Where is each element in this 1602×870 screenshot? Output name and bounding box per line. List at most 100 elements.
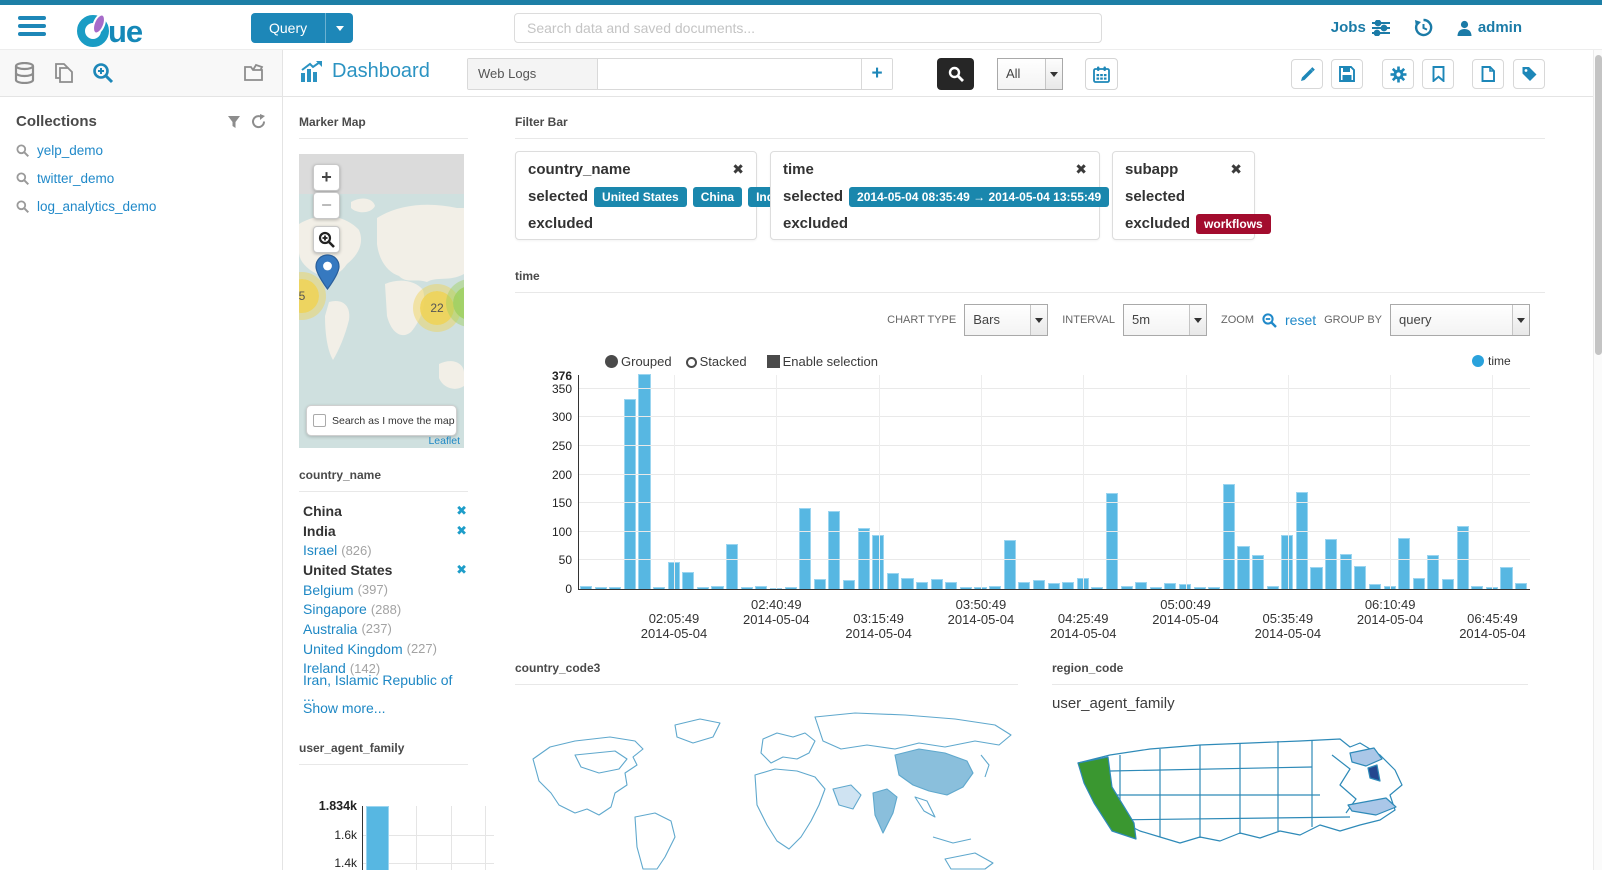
time-chart-bar[interactable] bbox=[740, 587, 753, 589]
time-chart-bar[interactable] bbox=[930, 579, 943, 589]
south-america-region[interactable] bbox=[634, 812, 676, 870]
time-chart-bar[interactable] bbox=[1310, 567, 1323, 589]
scope-select[interactable]: All bbox=[997, 58, 1063, 90]
zoom-reset-link[interactable]: reset bbox=[1285, 312, 1317, 328]
query-button-label[interactable]: Query bbox=[269, 20, 308, 36]
time-chart-bar[interactable] bbox=[1135, 581, 1148, 589]
new-document-button[interactable] bbox=[1472, 59, 1504, 89]
zoom-out-reset-icon[interactable] bbox=[1262, 312, 1277, 328]
world-choropleth-map[interactable] bbox=[515, 697, 1018, 870]
time-chart-bar[interactable] bbox=[784, 587, 797, 589]
time-chart-bar[interactable] bbox=[842, 580, 856, 589]
facet-remove-icon[interactable]: ✖ bbox=[456, 502, 467, 518]
map-cluster-main[interactable]: 22 bbox=[420, 291, 454, 325]
time-chart-bar[interactable] bbox=[1427, 554, 1440, 589]
facet-value-link[interactable]: Singapore bbox=[303, 601, 367, 618]
russia-region[interactable] bbox=[814, 712, 1012, 750]
time-chart-bar[interactable] bbox=[1252, 554, 1265, 589]
time-chart-bar[interactable] bbox=[623, 398, 636, 589]
time-chart-bar[interactable] bbox=[682, 572, 695, 589]
map-zoom-out-button[interactable]: − bbox=[313, 192, 340, 219]
time-chart-bar[interactable] bbox=[857, 527, 870, 589]
time-chart-bar[interactable] bbox=[1339, 553, 1352, 589]
save-dashboard-button[interactable] bbox=[1331, 59, 1363, 89]
open-folder-icon[interactable] bbox=[243, 62, 266, 83]
filter-card-close-icon[interactable]: ✖ bbox=[732, 161, 744, 177]
time-chart-bar[interactable] bbox=[1441, 578, 1455, 589]
time-chart-bar[interactable] bbox=[1047, 583, 1060, 589]
map-marker-pin[interactable] bbox=[315, 254, 340, 290]
query-split-button[interactable]: Query bbox=[251, 13, 354, 43]
collection-item[interactable]: twitter_demo bbox=[16, 171, 266, 186]
time-chart-bar[interactable] bbox=[1368, 584, 1382, 589]
new-jersey-region[interactable] bbox=[1367, 764, 1381, 782]
source-name-box[interactable]: Web Logs bbox=[468, 59, 598, 89]
north-america-region[interactable] bbox=[532, 736, 644, 816]
global-search-input[interactable] bbox=[514, 13, 1102, 43]
filter-selected-badge[interactable]: 2014-05-04 08:35:49 → 2014-05-04 13:55:4… bbox=[849, 186, 1110, 207]
europe-region[interactable] bbox=[760, 732, 816, 764]
time-chart-bar[interactable] bbox=[580, 585, 593, 589]
time-chart-bar[interactable] bbox=[886, 573, 899, 589]
time-chart-bar[interactable] bbox=[799, 507, 812, 589]
india-region[interactable] bbox=[872, 788, 898, 834]
time-bar-chart[interactable]: 0 50 100 150 200 250 300 350 376 02:05:49 2014-05-… bbox=[552, 369, 1530, 641]
facet-value-link[interactable]: Belgium bbox=[303, 581, 354, 598]
saudi-arabia-region[interactable] bbox=[832, 784, 862, 810]
north-carolina-region[interactable] bbox=[1347, 797, 1397, 816]
time-chart-bar[interactable] bbox=[1062, 582, 1075, 589]
time-chart-bar[interactable] bbox=[1383, 585, 1396, 589]
filter-selected-badge[interactable]: China bbox=[692, 186, 743, 207]
time-chart-bar[interactable] bbox=[1325, 538, 1338, 589]
dashboard-title[interactable]: Dashboard bbox=[300, 60, 430, 83]
map-cluster-right[interactable]: 2 bbox=[453, 286, 464, 320]
execute-search-button[interactable] bbox=[937, 58, 974, 90]
filter-card-close-icon[interactable]: ✖ bbox=[1075, 161, 1087, 177]
filter-selected-badge[interactable]: United States bbox=[594, 186, 687, 207]
time-chart-bar[interactable] bbox=[653, 587, 666, 589]
time-chart-bar[interactable] bbox=[1091, 586, 1104, 589]
map-cluster-left[interactable]: 5 bbox=[299, 279, 319, 313]
facet-value-link[interactable]: United Kingdom bbox=[303, 640, 403, 657]
time-chart-bar[interactable] bbox=[1105, 492, 1119, 589]
documents-icon[interactable] bbox=[53, 62, 74, 84]
time-chart-bar[interactable] bbox=[1032, 579, 1045, 589]
africa-region[interactable] bbox=[754, 768, 826, 850]
zoom-in-icon[interactable] bbox=[92, 62, 114, 84]
chart-type-select[interactable]: Bars bbox=[964, 304, 1049, 336]
facet-remove-icon[interactable]: ✖ bbox=[456, 561, 467, 577]
time-chart-bar[interactable] bbox=[1398, 537, 1411, 589]
time-chart-bar[interactable] bbox=[1164, 582, 1177, 589]
china-region[interactable] bbox=[894, 748, 974, 796]
marker-map[interactable]: + − 5 22 2 Search as I move the map bbox=[299, 154, 464, 448]
time-chart-bar[interactable] bbox=[828, 510, 841, 589]
california-region[interactable] bbox=[1077, 756, 1137, 840]
time-chart-bar[interactable] bbox=[1266, 586, 1279, 589]
time-chart-bar[interactable] bbox=[638, 374, 651, 589]
time-chart-bar[interactable] bbox=[711, 585, 724, 589]
time-chart-bar[interactable] bbox=[1178, 583, 1192, 589]
time-chart-bar[interactable] bbox=[1515, 583, 1528, 589]
time-chart-bar[interactable] bbox=[696, 587, 709, 589]
hamburger-menu-icon[interactable] bbox=[18, 16, 48, 38]
time-chart-bar[interactable] bbox=[916, 582, 929, 589]
greenland-region[interactable] bbox=[674, 718, 721, 744]
time-chart-bar[interactable] bbox=[769, 587, 783, 589]
facet-value-link[interactable]: Australia bbox=[303, 620, 358, 637]
time-chart-bar[interactable] bbox=[1120, 586, 1133, 589]
filter-card-close-icon[interactable]: ✖ bbox=[1230, 161, 1242, 177]
time-chart-bar[interactable] bbox=[1193, 586, 1206, 589]
calendar-button[interactable] bbox=[1085, 58, 1118, 90]
database-icon[interactable] bbox=[14, 62, 35, 84]
time-chart-bar[interactable] bbox=[1003, 540, 1016, 589]
time-chart-bar[interactable] bbox=[1456, 526, 1469, 589]
collection-item[interactable]: log_analytics_demo bbox=[16, 199, 266, 214]
vertical-scrollbar[interactable] bbox=[1593, 50, 1602, 870]
time-chart-bar[interactable] bbox=[989, 585, 1002, 589]
search-as-move-checkbox[interactable] bbox=[313, 414, 326, 427]
time-chart-bar[interactable] bbox=[813, 578, 826, 589]
time-chart-bar[interactable] bbox=[594, 587, 607, 589]
facet-value-link[interactable]: Iran, Islamic Republic of ... bbox=[303, 672, 453, 705]
mini-chart-bar[interactable] bbox=[366, 806, 389, 870]
time-chart-bar[interactable] bbox=[872, 535, 885, 589]
